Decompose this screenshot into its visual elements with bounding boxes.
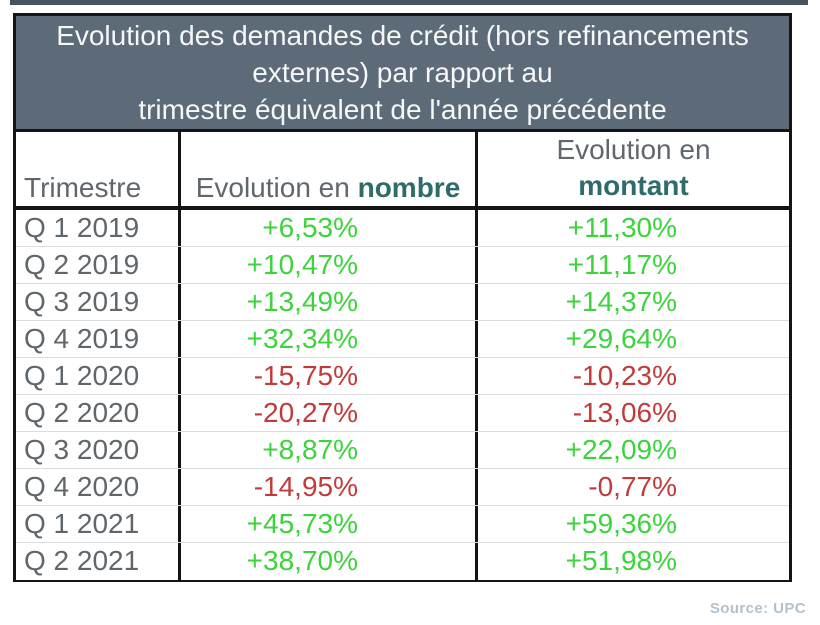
table-row: Q 4 2020 -14,95% -0,77% bbox=[16, 469, 789, 506]
column-header-trimestre: Trimestre bbox=[16, 132, 181, 209]
credit-evolution-table: Evolution des demandes de crédit (hors r… bbox=[13, 13, 792, 582]
cell-trimestre: Q 2 2020 bbox=[16, 395, 181, 431]
cell-evolution-nombre: -15,75% bbox=[181, 358, 478, 394]
cell-trimestre: Q 2 2019 bbox=[16, 247, 181, 283]
column-header-nombre-prefix: Evolution en bbox=[195, 172, 358, 203]
cell-evolution-nombre: +13,49% bbox=[181, 284, 478, 320]
column-header-montant-prefix: Evolution en bbox=[556, 134, 711, 165]
cell-evolution-nombre: -20,27% bbox=[181, 395, 478, 431]
cell-trimestre: Q 2 2021 bbox=[16, 543, 181, 580]
cell-evolution-nombre: +8,87% bbox=[181, 432, 478, 468]
cell-evolution-montant: +22,09% bbox=[565, 434, 677, 465]
title-line-2: externes) par rapport au bbox=[252, 57, 553, 88]
column-header-montant-label: montant bbox=[578, 170, 689, 201]
cell-trimestre: Q 1 2020 bbox=[16, 358, 181, 394]
cell-evolution-nombre: -14,95% bbox=[181, 469, 478, 505]
cell-trimestre: Q 4 2019 bbox=[16, 321, 181, 357]
title-line-3: trimestre équivalent de l'année précéden… bbox=[138, 94, 667, 125]
column-header-trimestre-label: Trimestre bbox=[24, 172, 142, 203]
cell-evolution-montant: +14,37% bbox=[565, 286, 677, 317]
cell-evolution-montant: -0,77% bbox=[588, 471, 677, 502]
table-row: Q 2 2019 +10,47% +11,17% bbox=[16, 247, 789, 284]
column-header-nombre-label: nombre bbox=[357, 172, 461, 203]
cell-trimestre: Q 4 2020 bbox=[16, 469, 181, 505]
cell-evolution-montant: +29,64% bbox=[565, 323, 677, 354]
table-row: Q 2 2021 +38,70% +51,98% bbox=[16, 543, 789, 580]
table-title: Evolution des demandes de crédit (hors r… bbox=[16, 16, 789, 132]
cell-evolution-nombre: +45,73% bbox=[181, 506, 478, 542]
table-row: Q 3 2020 +8,87% +22,09% bbox=[16, 432, 789, 469]
table-row: Q 1 2020 -15,75% -10,23% bbox=[16, 358, 789, 395]
cell-evolution-nombre: +32,34% bbox=[181, 321, 478, 357]
column-header-nombre: Evolution en nombre bbox=[181, 132, 478, 209]
cell-evolution-montant: +11,30% bbox=[567, 212, 677, 243]
cell-evolution-montant: +51,98% bbox=[565, 545, 677, 576]
table-body: Q 1 2019 +6,53% +11,30% Q 2 2019 +10,47% +11,… bbox=[16, 210, 789, 580]
source-caption: Source: UPC bbox=[709, 600, 806, 617]
cell-evolution-nombre: +38,70% bbox=[181, 543, 478, 580]
top-strip-decoration bbox=[10, 0, 808, 5]
column-header-row: Trimestre Evolution en nombre Evolution … bbox=[16, 132, 789, 210]
cell-trimestre: Q 3 2020 bbox=[16, 432, 181, 468]
table-row: Q 3 2019 +13,49% +14,37% bbox=[16, 284, 789, 321]
cell-trimestre: Q 3 2019 bbox=[16, 284, 181, 320]
cell-evolution-montant: -10,23% bbox=[572, 360, 677, 391]
table-row: Q 1 2019 +6,53% +11,30% bbox=[16, 210, 789, 247]
column-header-montant: Evolution en montant bbox=[478, 132, 789, 209]
table-row: Q 2 2020 -20,27% -13,06% bbox=[16, 395, 789, 432]
cell-trimestre: Q 1 2021 bbox=[16, 506, 181, 542]
title-line-1: Evolution des demandes de crédit (hors r… bbox=[56, 20, 749, 51]
cell-evolution-montant: +11,17% bbox=[567, 249, 677, 280]
cell-trimestre: Q 1 2019 bbox=[16, 210, 181, 246]
cell-evolution-montant: -13,06% bbox=[572, 397, 677, 428]
table-row: Q 1 2021 +45,73% +59,36% bbox=[16, 506, 789, 543]
cell-evolution-montant: +59,36% bbox=[565, 508, 677, 539]
cell-evolution-nombre: +6,53% bbox=[181, 210, 478, 246]
table-row: Q 4 2019 +32,34% +29,64% bbox=[16, 321, 789, 358]
cell-evolution-nombre: +10,47% bbox=[181, 247, 478, 283]
